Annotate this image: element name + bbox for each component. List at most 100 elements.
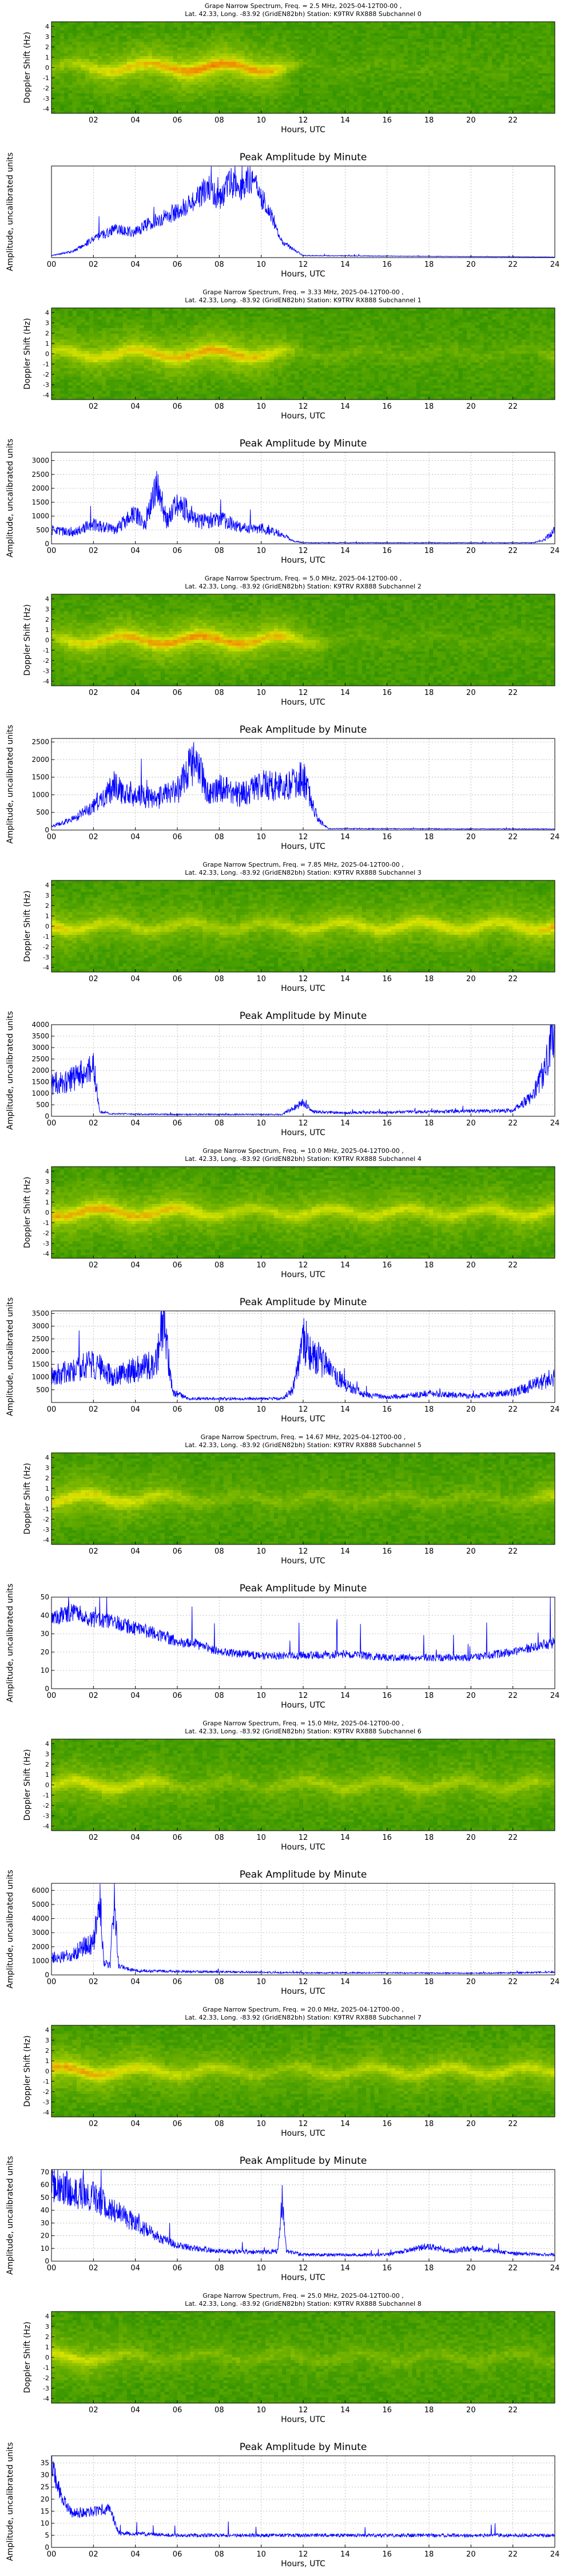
- spectrogram-cell: [152, 42, 157, 45]
- spectrogram-cell: [500, 99, 505, 102]
- spectrogram-cell: [64, 45, 69, 48]
- spectrogram-cell: [131, 334, 136, 337]
- spectrogram-cell: [181, 108, 186, 110]
- spectrogram-cell: [249, 99, 253, 102]
- spectrogram-cell: [224, 108, 228, 110]
- spectrogram-cell: [173, 362, 178, 365]
- spectrogram-cell: [118, 368, 123, 371]
- spectrogram-cell: [316, 102, 320, 105]
- spectrogram-cell: [89, 85, 94, 88]
- spectrogram-cell: [169, 42, 173, 45]
- spectrogram-cell: [265, 50, 270, 53]
- spectrogram-cell: [505, 65, 509, 68]
- spectrogram-cell: [98, 388, 102, 391]
- spectrogram-cell: [77, 50, 81, 53]
- spectrogram-cell: [412, 42, 417, 45]
- spectrogram-cell: [144, 82, 148, 85]
- spectrogram-cell: [68, 371, 73, 374]
- spectrogram-cell: [534, 27, 538, 30]
- spectrogram-cell: [526, 73, 530, 76]
- spectrogram-cell: [127, 368, 132, 371]
- spectrogram-cell: [224, 88, 228, 90]
- spectrogram-cell: [362, 36, 367, 39]
- spectrogram-cell: [500, 48, 505, 50]
- spectrogram-cell: [73, 334, 77, 337]
- spectrogram-cell: [152, 65, 157, 68]
- spectrogram-cell: [538, 108, 543, 110]
- spectrogram-cell: [152, 374, 157, 377]
- spectrogram-cell: [526, 68, 530, 70]
- spectrogram-cell: [521, 88, 526, 90]
- spectrogram-cell: [429, 48, 434, 50]
- spectrogram-cell: [505, 48, 509, 50]
- spectrogram-cell: [475, 65, 480, 68]
- spectrogram-cell: [106, 322, 110, 325]
- spectrogram-cell: [102, 48, 106, 50]
- spectrogram-cell: [190, 90, 194, 93]
- spectrogram-cell: [534, 53, 538, 56]
- spectrogram-cell: [416, 90, 421, 93]
- spectrogram-cell: [387, 36, 392, 39]
- spectrogram-cell: [219, 73, 224, 76]
- spectrogram-cell: [55, 33, 60, 36]
- spectrogram-cell: [375, 48, 379, 50]
- spectrogram-cell: [165, 319, 169, 322]
- spectrogram-cell: [538, 68, 543, 70]
- spectrogram-cell: [106, 348, 110, 351]
- spectrogram-cell: [232, 27, 236, 30]
- spectrogram-cell: [144, 105, 148, 108]
- spectrogram-cell: [202, 48, 207, 50]
- spectrogram-cell: [169, 351, 173, 354]
- spectrogram-cell: [467, 85, 471, 88]
- spectrogram-cell: [169, 73, 173, 76]
- spectrogram-cell: [332, 36, 337, 39]
- spectrogram-cell: [123, 354, 128, 357]
- spectrum-subtitle: Lat. 42.33, Long. -83.92 (GridEN82bh) St…: [185, 297, 421, 304]
- spectrogram-cell: [551, 88, 555, 90]
- spectrogram-cell: [127, 56, 132, 59]
- spectrogram-cell: [177, 319, 182, 322]
- spectrogram-cell: [85, 351, 90, 354]
- spectrogram-cell: [194, 65, 198, 68]
- spectrogram-cell: [110, 108, 115, 110]
- spectrogram-cell: [416, 36, 421, 39]
- spectrogram-cell: [165, 27, 169, 30]
- spectrogram-cell: [546, 102, 551, 105]
- spectrogram-cell: [404, 90, 408, 93]
- spectrogram-cell: [488, 108, 492, 110]
- spectrogram-cell: [375, 108, 379, 110]
- spectrogram-cell: [106, 362, 110, 365]
- spectrogram-cell: [282, 65, 287, 68]
- spectrogram-cell: [127, 359, 132, 362]
- spectrogram-cell: [442, 22, 446, 25]
- spectrogram-cell: [438, 48, 442, 50]
- spectrogram-cell: [395, 42, 400, 45]
- spectrogram-cell: [98, 79, 102, 82]
- spectrogram-cell: [77, 382, 81, 385]
- spectrogram-cell: [442, 99, 446, 102]
- spectrogram-cell: [186, 45, 190, 48]
- spectrogram-cell: [202, 68, 207, 70]
- spectrogram-cell: [483, 65, 488, 68]
- spectrogram-cell: [161, 90, 165, 93]
- spectrogram-cell: [349, 82, 354, 85]
- spectrogram-cell: [362, 62, 367, 65]
- spectrogram-cell: [458, 102, 463, 105]
- spectrogram-cell: [123, 385, 128, 388]
- spectrogram-cell: [51, 391, 56, 394]
- spectrogram-cell: [110, 339, 115, 342]
- spectrogram-cell: [265, 36, 270, 39]
- spectrogram-cell: [118, 70, 123, 73]
- spectrogram-cell: [370, 76, 375, 79]
- spectrogram-cell: [500, 105, 505, 108]
- spectrogram-cell: [357, 105, 362, 108]
- spectrogram-cell: [110, 22, 115, 25]
- spectrogram-cell: [291, 68, 295, 70]
- spectrogram-cell: [89, 102, 94, 105]
- spectrogram-cell: [186, 88, 190, 90]
- spectrogram-cell: [173, 96, 178, 99]
- spectrogram-cell: [228, 73, 232, 76]
- spectrogram-cell: [244, 73, 249, 76]
- spectrogram-cell: [202, 82, 207, 85]
- spectrogram-cell: [349, 59, 354, 62]
